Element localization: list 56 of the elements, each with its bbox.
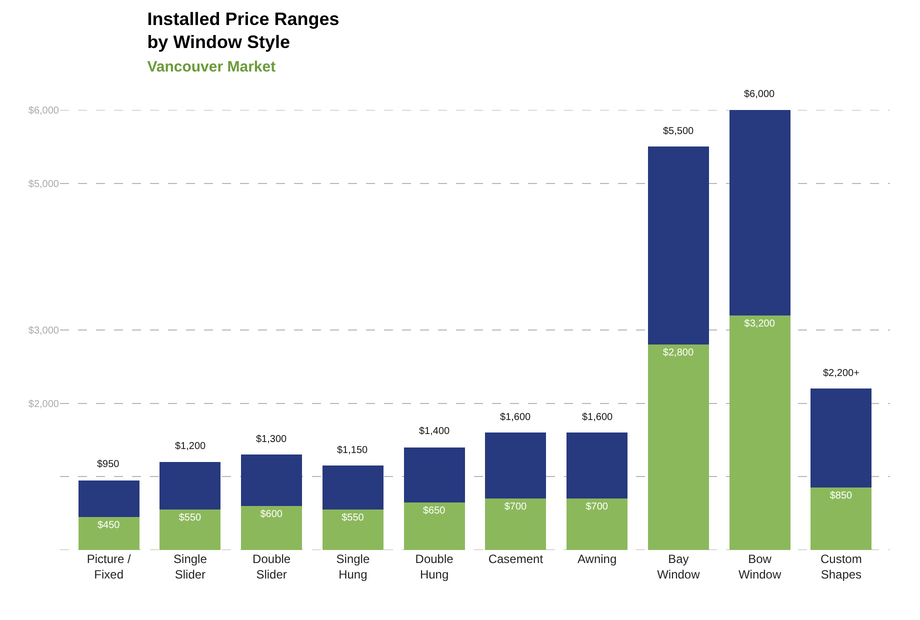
x-tick-label: Awning (577, 552, 617, 566)
total-label: $1,200 (175, 441, 206, 452)
bar (78, 517, 140, 550)
bar (648, 146, 709, 345)
total-label: $1,150 (337, 445, 368, 456)
bar (404, 502, 465, 550)
bar (322, 466, 384, 510)
total-label: $1,400 (419, 426, 450, 437)
data-label: $3,200 (744, 318, 776, 330)
data-label: $450 (97, 520, 120, 531)
bar (729, 110, 790, 316)
data-label: $850 (830, 490, 853, 502)
bar (648, 344, 709, 550)
x-tick-label: Casement (488, 552, 544, 566)
x-tick-label: Double Slider (252, 552, 291, 582)
total-label: $1,300 (256, 434, 288, 445)
y-tick-label: $6,000 (28, 106, 60, 116)
data-label: $650 (422, 505, 446, 516)
bar (404, 447, 465, 502)
bar (566, 432, 628, 499)
y-tick-label: $5,000 (28, 178, 60, 190)
x-tick-label: Single Slider (174, 552, 208, 582)
data-label: $2,800 (662, 348, 694, 359)
bar (322, 510, 384, 550)
bar (810, 488, 872, 550)
x-tick-label: Bay Window (657, 552, 700, 582)
chart-subtitle: Vancouver Market (147, 58, 276, 76)
chart-title: Installed Price Ranges by Window Style (147, 8, 340, 52)
x-tick-label: Picture / Fixed (86, 552, 132, 582)
bar (78, 480, 140, 517)
total-label: $1,600 (582, 412, 614, 423)
bar (566, 498, 628, 550)
data-label: $700 (504, 502, 528, 513)
total-label: $5,500 (663, 126, 694, 137)
y-tick-label: $3,000 (28, 326, 60, 336)
bar (160, 462, 221, 510)
bar (241, 506, 302, 550)
x-tick-label: Custom Shapes (820, 552, 862, 582)
data-label: $550 (342, 512, 364, 524)
x-tick-label: Double Hung (415, 552, 454, 582)
total-label: $950 (97, 459, 120, 470)
bar (810, 388, 872, 488)
bar (160, 510, 221, 550)
y-tick-label: $2,000 (28, 398, 60, 410)
bar (485, 432, 546, 499)
x-tick-label: Bow Window (738, 552, 782, 582)
total-label: $6,000 (744, 89, 776, 100)
bar (241, 454, 302, 506)
data-label: $600 (260, 509, 283, 520)
total-label: $2,200+ (823, 368, 860, 379)
bar (729, 315, 790, 550)
data-label: $700 (586, 502, 608, 513)
bar (485, 498, 546, 550)
x-tick-label: Single Hung (336, 552, 370, 582)
total-label: $1,600 (500, 412, 532, 423)
data-label: $550 (178, 512, 202, 524)
